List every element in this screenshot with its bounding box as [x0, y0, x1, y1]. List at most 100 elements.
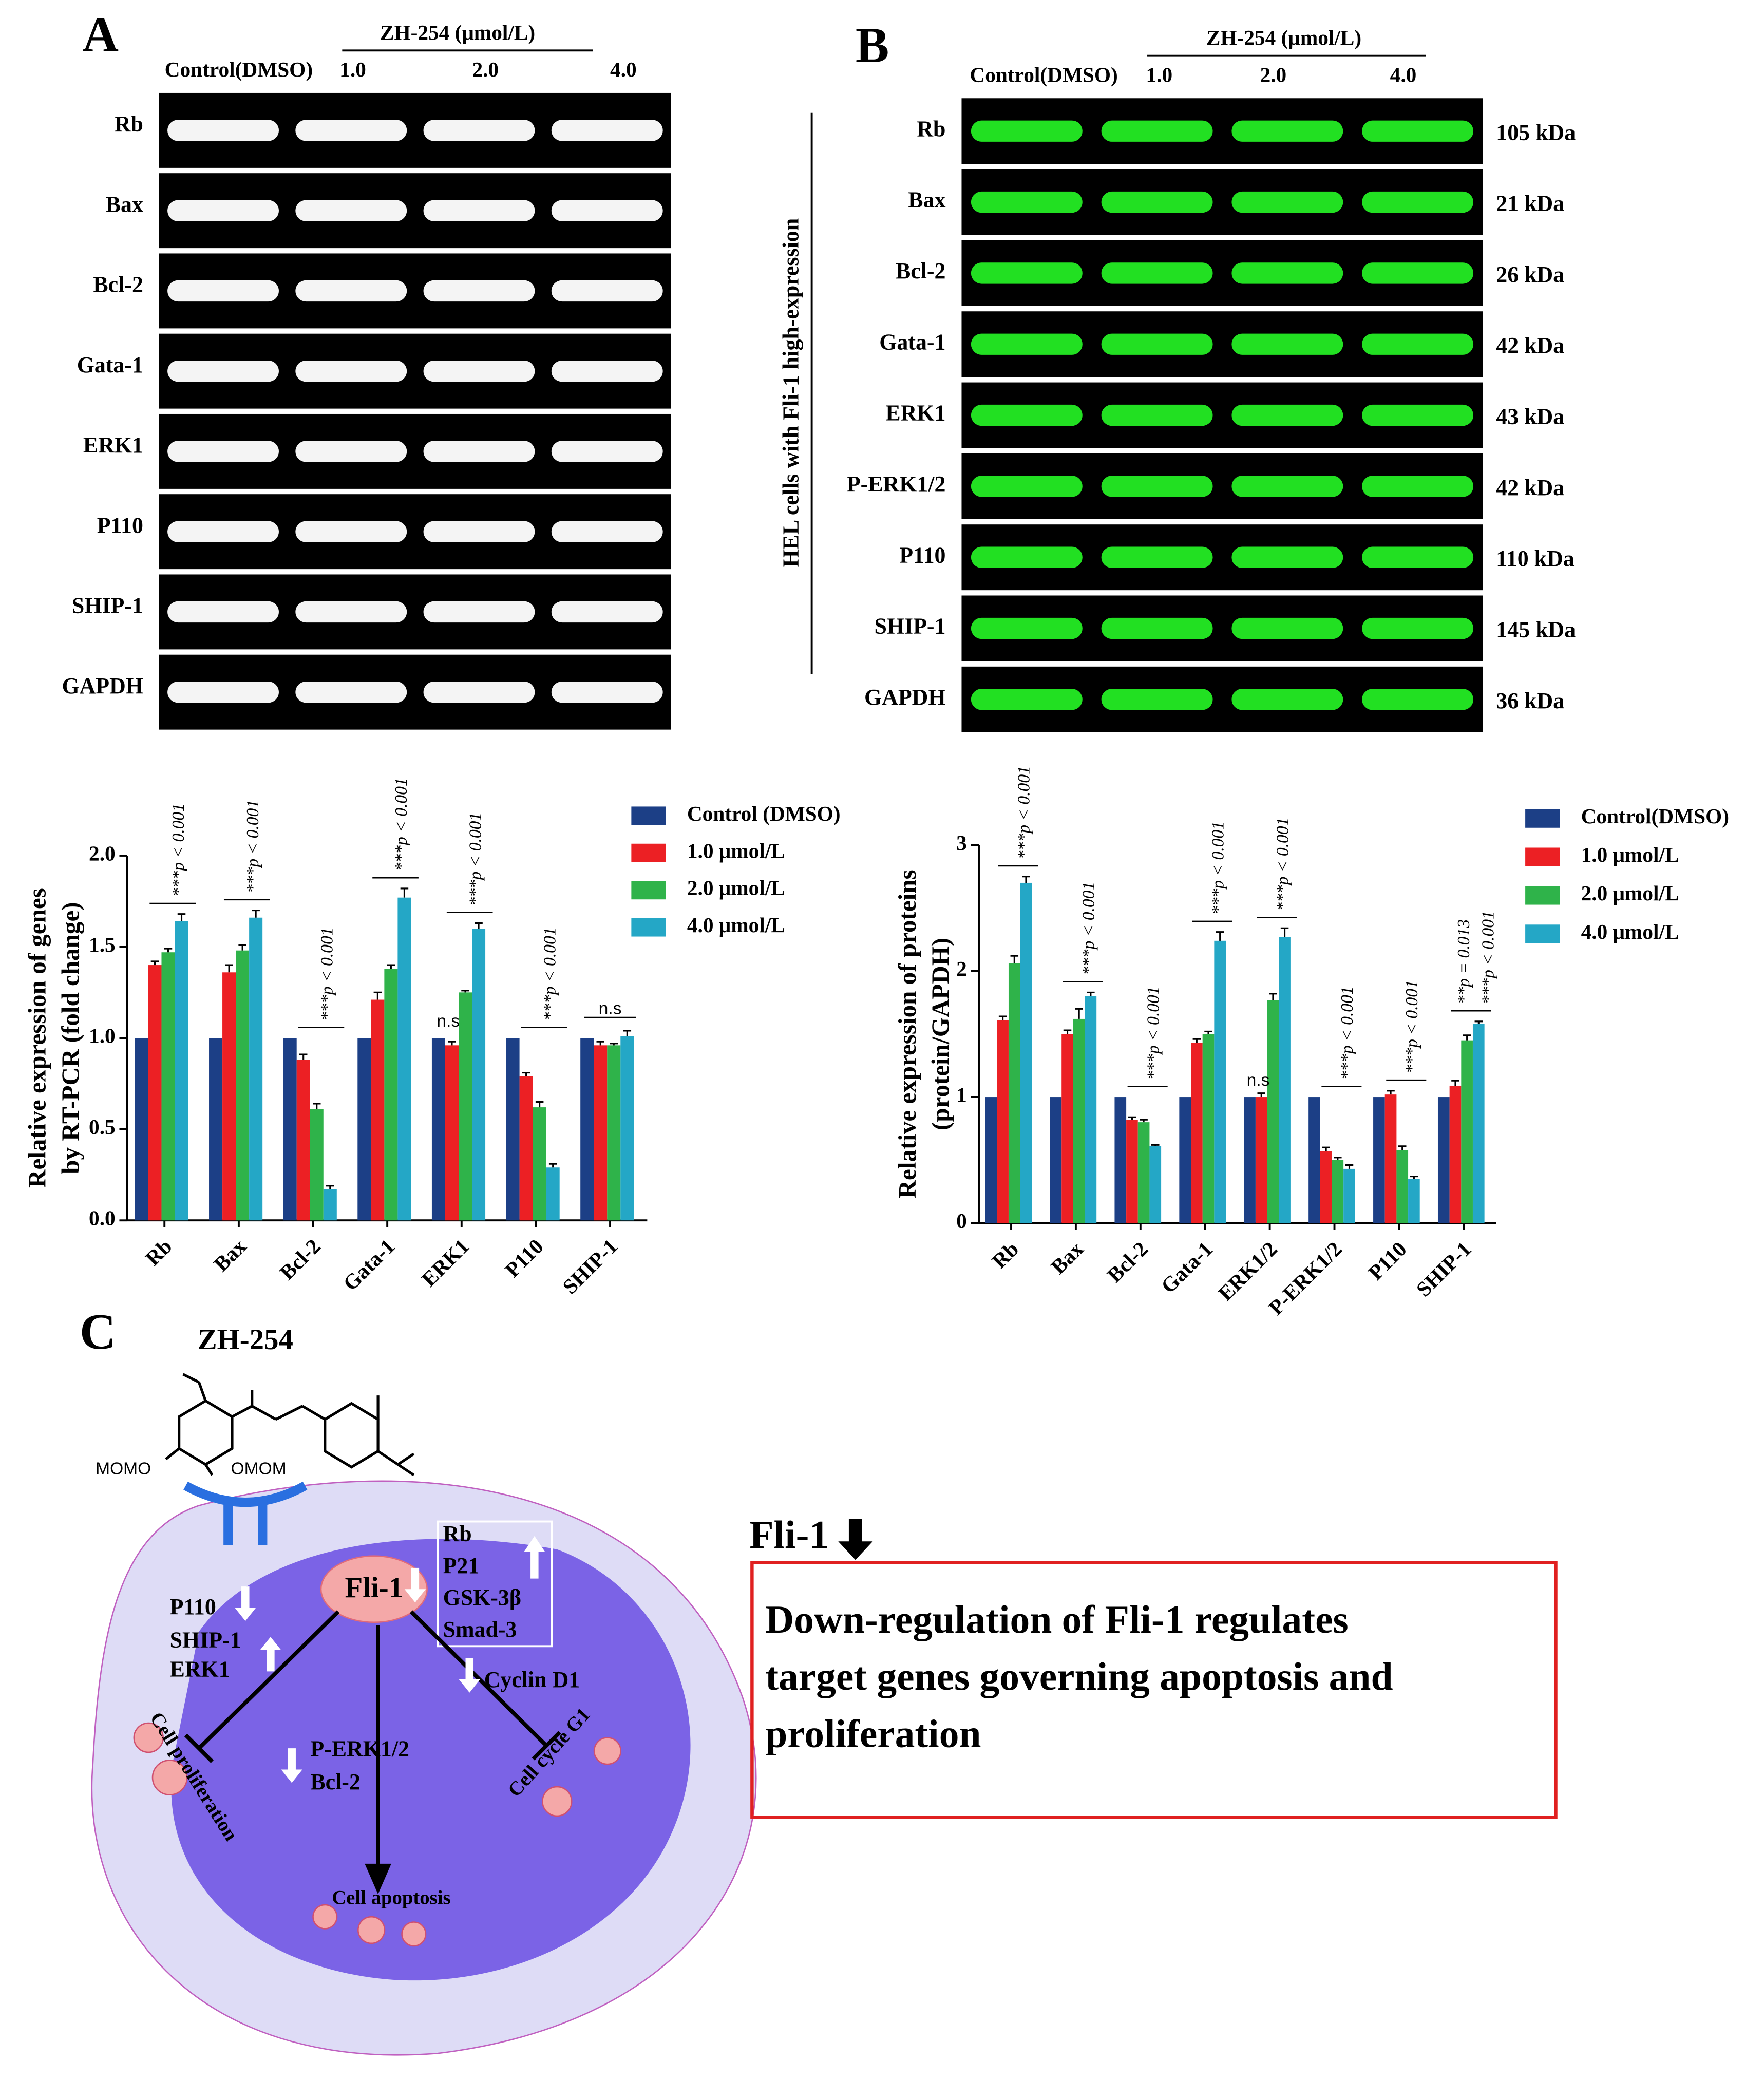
- bar: [1244, 1097, 1256, 1223]
- sig-label: ***p < 0.001: [1479, 911, 1498, 1004]
- lane-label: Control(DMSO): [970, 63, 1117, 87]
- row-label: Rb: [115, 112, 143, 137]
- band: [1362, 476, 1474, 497]
- bar: [1114, 1097, 1127, 1223]
- sig-label: ***p < 0.001: [169, 803, 188, 897]
- bar: [620, 1036, 634, 1221]
- legend-swatch: [631, 918, 666, 937]
- band: [167, 200, 279, 221]
- band: [1362, 404, 1474, 426]
- band: [167, 120, 279, 141]
- cells: [133, 1722, 621, 1947]
- band: [551, 361, 663, 382]
- sig-label: ***p < 0.001: [1208, 821, 1227, 915]
- row-label: Gata-1: [77, 353, 143, 377]
- sig-label: ***p < 0.001: [1079, 882, 1098, 975]
- row-label: GAPDH: [864, 685, 945, 710]
- band: [423, 521, 535, 542]
- size-label: 43 kDa: [1496, 405, 1564, 429]
- error-bar: [164, 948, 173, 953]
- bar: [1396, 1150, 1409, 1223]
- error-bar: [548, 1163, 557, 1168]
- band: [1101, 546, 1213, 568]
- bar: [506, 1038, 520, 1221]
- band: [423, 280, 535, 302]
- sig-label: ***p < 0.001: [1144, 986, 1163, 1080]
- bar: [371, 999, 385, 1221]
- error-bar: [1010, 955, 1019, 963]
- y-tick-label: 1.5: [89, 933, 116, 956]
- y-axis-label: (protein/GAPDH): [926, 938, 955, 1130]
- size-label: 21 kDa: [1496, 192, 1564, 216]
- legend-swatch: [1525, 809, 1560, 828]
- x-tick-label: ERK1: [417, 1234, 473, 1291]
- band: [1231, 617, 1343, 639]
- panel-label: C: [80, 1304, 116, 1360]
- lane-label: 1.0: [339, 58, 366, 81]
- x-tick-label: Bax: [1046, 1237, 1088, 1278]
- band: [423, 441, 535, 462]
- bar: [323, 1189, 337, 1221]
- band: [1101, 333, 1213, 355]
- error-bar: [535, 1101, 544, 1108]
- band: [295, 521, 407, 542]
- x-tick-label: Bax: [209, 1234, 251, 1276]
- band: [1362, 120, 1474, 142]
- bar: [1149, 1146, 1162, 1223]
- error-bar: [1451, 1080, 1459, 1086]
- fli1-cell: [320, 1555, 428, 1623]
- sig-label: ***p < 0.001: [1273, 818, 1292, 911]
- bar: [431, 1038, 445, 1221]
- y-tick-label: 3: [956, 831, 967, 855]
- x-tick-label: Bcl-2: [1103, 1237, 1152, 1287]
- panel-label: B: [856, 18, 889, 73]
- legend-label: 1.0 μmol/L: [1581, 843, 1679, 866]
- legend-label: 4.0 μmol/L: [687, 913, 785, 937]
- band: [1231, 476, 1343, 497]
- band: [551, 601, 663, 623]
- error-bar: [1398, 1145, 1407, 1150]
- bar: [397, 897, 411, 1221]
- sig-label: ***p < 0.001: [466, 812, 485, 906]
- bar: [283, 1038, 297, 1221]
- x-tick-label: Gata-1: [1156, 1237, 1218, 1298]
- x-tick-label: SHIP-1: [558, 1234, 622, 1298]
- legend-label: 2.0 μmol/L: [1581, 881, 1679, 905]
- error-bar: [1474, 1020, 1483, 1024]
- legend-swatch: [1525, 924, 1560, 943]
- ns-label: n.s: [437, 1012, 460, 1031]
- lane-label: 1.0: [1146, 63, 1172, 86]
- bar: [985, 1097, 997, 1223]
- summary-box: [750, 1561, 1558, 1819]
- band: [1231, 333, 1343, 355]
- bar: [135, 1038, 148, 1221]
- band: [423, 601, 535, 623]
- band: [971, 404, 1083, 426]
- y-tick-label: 0: [956, 1209, 967, 1233]
- error-bar: [387, 964, 395, 969]
- bar: [148, 965, 162, 1221]
- error-bar: [1269, 993, 1277, 1000]
- bar: [1020, 882, 1032, 1223]
- row-label: Bax: [908, 188, 945, 213]
- bar: [161, 952, 175, 1221]
- lane-label: 2.0: [472, 58, 499, 81]
- bar: [222, 972, 236, 1221]
- target-box: [437, 1520, 553, 1648]
- band: [295, 441, 407, 462]
- band: [167, 601, 279, 623]
- error-bar: [1387, 1090, 1395, 1095]
- size-label: 145 kDa: [1496, 617, 1576, 642]
- error-bar: [1192, 1038, 1201, 1043]
- x-tick-label: SHIP-1: [1412, 1237, 1476, 1301]
- error-bar: [461, 990, 469, 993]
- bar: [546, 1167, 560, 1221]
- size-label: 110 kDa: [1496, 546, 1574, 571]
- band: [1101, 191, 1213, 213]
- legend-swatch: [631, 843, 666, 862]
- lane-label: 4.0: [610, 58, 637, 81]
- band: [551, 521, 663, 542]
- y-tick-label: 2.0: [89, 841, 116, 865]
- lane-label: 4.0: [1390, 63, 1417, 86]
- target-label: Cyclin D1: [484, 1668, 580, 1692]
